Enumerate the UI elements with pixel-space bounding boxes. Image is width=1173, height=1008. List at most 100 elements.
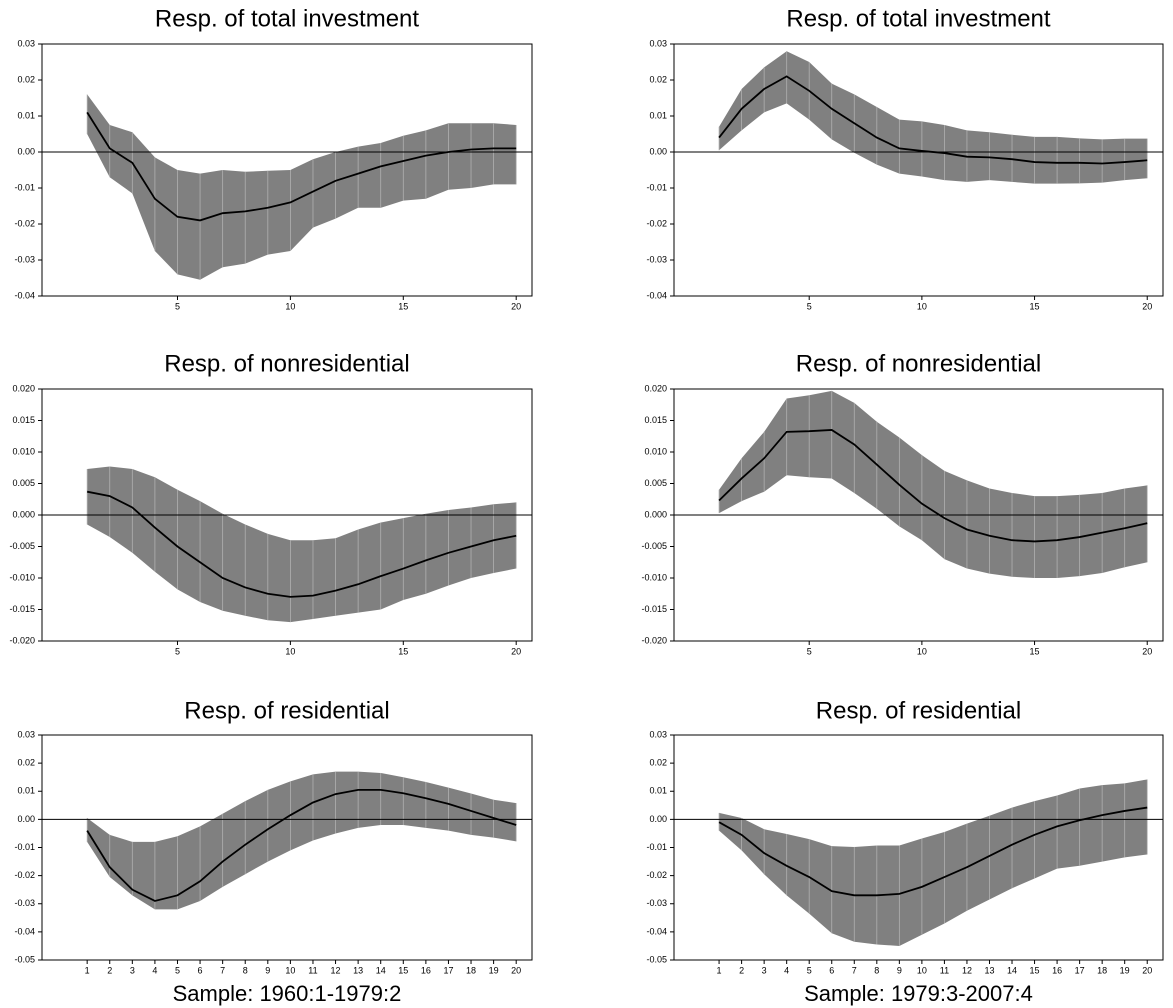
y-tick-label: 0.00 — [649, 814, 667, 824]
x-tick-label: 19 — [489, 965, 499, 975]
x-tick-label: 15 — [398, 646, 408, 656]
chart-title: Resp. of total investment — [155, 5, 419, 32]
x-tick-label: 1 — [717, 965, 722, 975]
x-tick-label: 20 — [511, 646, 521, 656]
y-tick-label: -0.020 — [9, 635, 35, 645]
y-tick-label: 0.020 — [12, 383, 35, 393]
y-tick-label: -0.02 — [14, 218, 35, 228]
chart-title: Resp. of residential — [816, 697, 1021, 724]
x-tick-label: 10 — [285, 965, 295, 975]
y-tick-label: 0.020 — [644, 383, 667, 393]
x-tick-label: 14 — [376, 965, 386, 975]
x-tick-label: 4 — [784, 965, 789, 975]
x-tick-label: 18 — [466, 965, 476, 975]
x-tick-label: 6 — [829, 965, 834, 975]
y-tick-label: -0.02 — [14, 870, 35, 880]
x-tick-label: 20 — [1142, 646, 1152, 656]
x-tick-label: 10 — [285, 646, 295, 656]
y-tick-label: 0.015 — [12, 415, 35, 425]
y-tick-label: -0.03 — [646, 898, 667, 908]
x-tick-label: 16 — [421, 965, 431, 975]
y-tick-label: 0.01 — [649, 786, 667, 796]
chart-title: Resp. of nonresidential — [796, 350, 1041, 377]
x-tick-label: 13 — [984, 965, 994, 975]
confidence-band — [87, 94, 517, 280]
chart-title: Resp. of total investment — [786, 5, 1050, 32]
x-tick-label: 17 — [1075, 965, 1085, 975]
y-tick-label: -0.005 — [9, 541, 35, 551]
x-tick-label: 9 — [265, 965, 270, 975]
y-tick-label: 0.03 — [649, 729, 667, 739]
y-tick-label: 0.00 — [17, 814, 35, 824]
y-tick-label: 0.02 — [17, 758, 35, 768]
y-tick-label: -0.03 — [14, 898, 35, 908]
y-tick-label: -0.02 — [646, 218, 667, 228]
y-tick-label: 0.01 — [649, 110, 667, 120]
x-tick-label: 10 — [917, 965, 927, 975]
x-tick-label: 15 — [398, 301, 408, 311]
y-tick-label: 0.01 — [17, 786, 35, 796]
x-tick-label: 3 — [130, 965, 135, 975]
x-axis-caption: Sample: 1960:1-1979:2 — [173, 981, 402, 1006]
y-tick-label: 0.00 — [17, 146, 35, 156]
y-tick-label: -0.03 — [14, 254, 35, 264]
y-tick-label: 0.000 — [12, 509, 35, 519]
x-tick-label: 7 — [852, 965, 857, 975]
y-tick-label: -0.04 — [646, 926, 667, 936]
x-tick-label: 5 — [807, 965, 812, 975]
chart-title: Resp. of residential — [184, 697, 389, 724]
plot-frame — [673, 43, 1164, 297]
x-tick-label: 5 — [175, 646, 180, 656]
x-tick-label: 5 — [175, 301, 180, 311]
y-tick-label: -0.010 — [641, 572, 667, 582]
y-tick-label: 0.00 — [649, 146, 667, 156]
response-line — [86, 111, 517, 222]
y-tick-label: 0.03 — [649, 38, 667, 48]
confidence-band — [719, 390, 1148, 578]
y-tick-label: 0.02 — [17, 74, 35, 84]
x-tick-label: 16 — [1052, 965, 1062, 975]
confidence-band — [719, 779, 1148, 946]
x-tick-label: 15 — [1030, 646, 1040, 656]
plot-frame — [41, 43, 533, 297]
y-tick-label: 0.000 — [644, 509, 667, 519]
x-tick-label: 8 — [874, 965, 879, 975]
y-tick-label: -0.05 — [646, 954, 667, 964]
y-tick-label: -0.02 — [646, 870, 667, 880]
y-tick-label: 0.010 — [644, 446, 667, 456]
x-tick-label: 15 — [1030, 301, 1040, 311]
y-tick-label: 0.01 — [17, 110, 35, 120]
x-tick-label: 19 — [1120, 965, 1130, 975]
x-tick-label: 10 — [917, 301, 927, 311]
x-tick-label: 20 — [1142, 301, 1152, 311]
y-tick-label: -0.01 — [14, 842, 35, 852]
x-tick-label: 3 — [762, 965, 767, 975]
y-tick-label: -0.04 — [14, 926, 35, 936]
response-line — [718, 806, 1148, 897]
x-tick-label: 10 — [285, 301, 295, 311]
x-tick-label: 5 — [807, 646, 812, 656]
y-tick-label: -0.04 — [646, 290, 667, 300]
x-tick-label: 18 — [1097, 965, 1107, 975]
y-tick-label: 0.03 — [17, 38, 35, 48]
x-tick-label: 13 — [353, 965, 363, 975]
y-tick-label: -0.01 — [646, 842, 667, 852]
x-tick-label: 15 — [1030, 965, 1040, 975]
x-tick-label: 7 — [220, 965, 225, 975]
x-tick-label: 12 — [331, 965, 341, 975]
x-tick-label: 2 — [739, 965, 744, 975]
x-tick-label: 15 — [398, 965, 408, 975]
x-tick-label: 4 — [152, 965, 157, 975]
x-tick-label: 5 — [807, 301, 812, 311]
confidence-band — [87, 466, 517, 623]
x-tick-label: 11 — [308, 965, 317, 975]
x-tick-label: 10 — [917, 646, 927, 656]
y-tick-label: -0.020 — [641, 635, 667, 645]
y-tick-label: 0.010 — [12, 446, 35, 456]
y-tick-label: -0.01 — [14, 182, 35, 192]
response-line — [86, 490, 517, 598]
response-line — [86, 788, 517, 902]
y-tick-label: 0.015 — [644, 415, 667, 425]
y-tick-label: -0.04 — [14, 290, 35, 300]
